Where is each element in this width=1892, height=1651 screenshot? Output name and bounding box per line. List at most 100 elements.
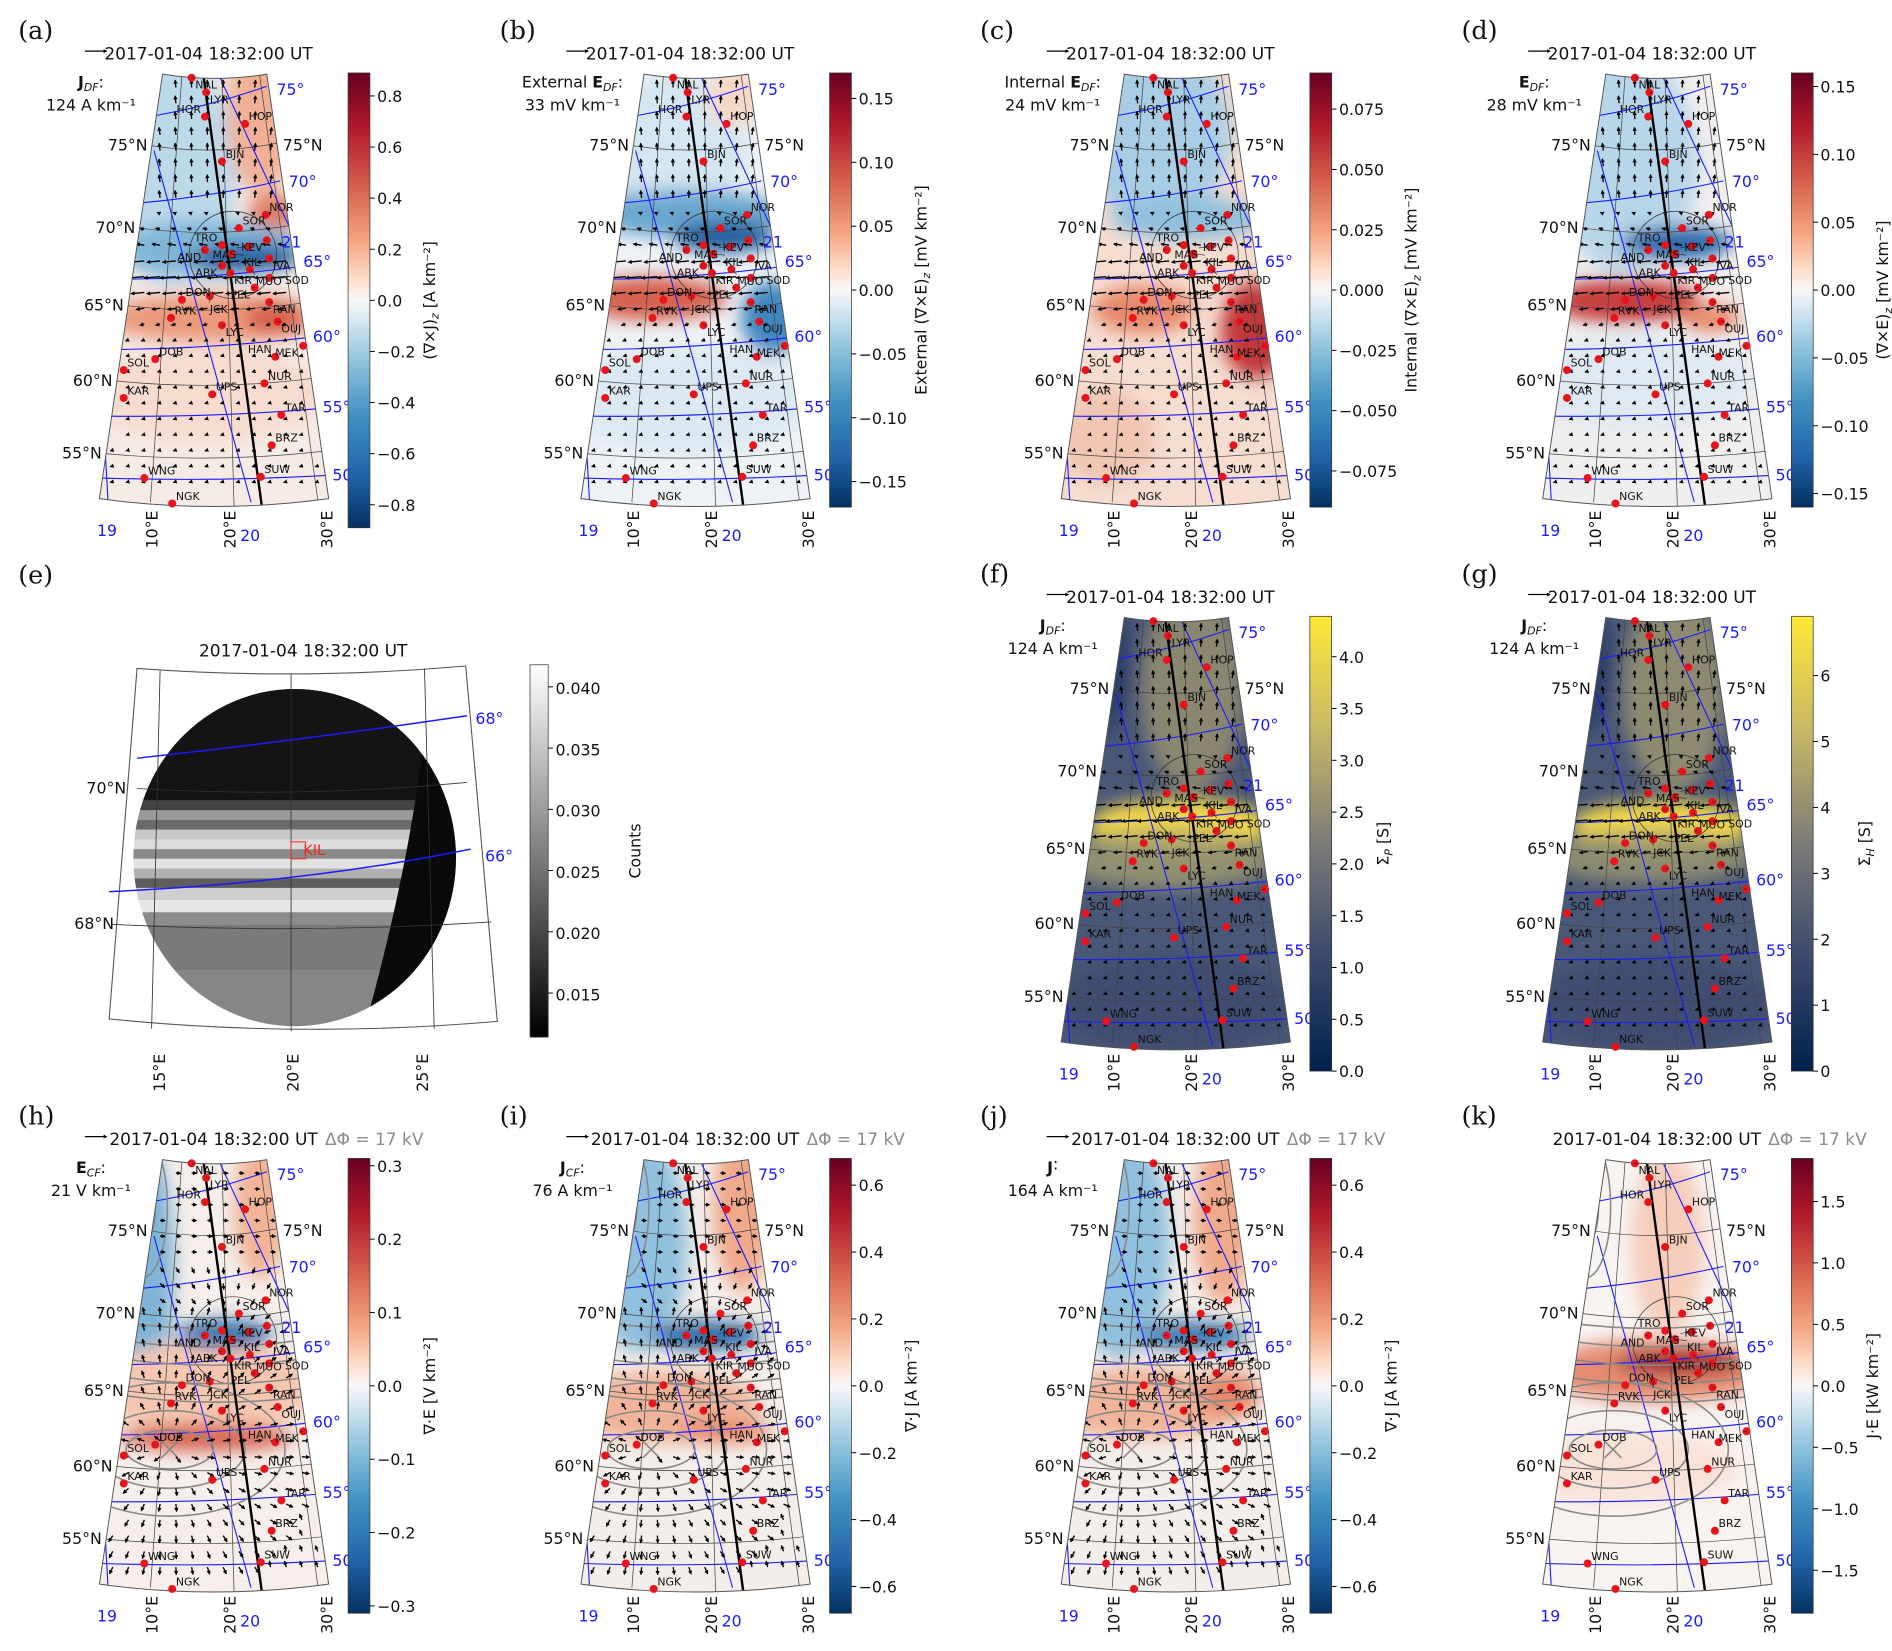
colorbar-tick-label: 0.2 [1339,1310,1364,1329]
station-label: PEL [1674,1374,1694,1387]
vector-arrow [221,1283,226,1291]
vector-arrow [1168,275,1185,280]
vector-arrow [1198,158,1204,167]
vector-arrow [1552,1006,1558,1012]
station-label: RAN [1716,1389,1739,1402]
longitude-label: 20°E [702,510,721,548]
vector-arrow [1742,353,1747,358]
vector-arrow [1197,943,1203,948]
vector-arrow [1615,943,1621,948]
vector-arrow [172,447,178,452]
vector-arrow [1615,479,1621,484]
field-region [1061,388,1156,486]
vector-arrow [237,158,242,167]
station-label: UPS [216,1466,238,1479]
vector-arrow [173,158,178,167]
vector-arrow [174,1503,179,1513]
vector-arrow [1087,1006,1092,1012]
vector-arrow [685,211,691,216]
station-label: BRZ [757,1517,780,1530]
station-label: HOP [1692,1196,1716,1209]
station-marker [217,241,226,250]
longitude-label: 10°E [1104,1596,1123,1634]
latitude-label: 65°N [84,1381,124,1400]
vector-arrow [251,211,256,216]
colorbar-tick-label: 3.5 [1339,700,1364,719]
station-label: NAL [1157,1164,1180,1177]
colorbar-tick-label: −0.10 [1820,417,1868,436]
vector-arrow [219,432,225,437]
vector-arrow [170,322,177,327]
station-marker [699,157,708,166]
vector-arrow [282,463,288,468]
vector-arrow [1696,173,1701,183]
vector-arrow [202,227,208,232]
vector-arrow [1742,959,1747,964]
colorbar-label: (∇×J)z [A km⁻²] [420,241,442,360]
station-label: LYC [1669,869,1688,882]
vector-arrow [1207,306,1217,312]
vector-arrow [109,479,115,484]
vector-arrow [235,447,241,452]
station-label: BJN [707,1233,726,1246]
vector-arrow [638,173,644,183]
vector-arrow [1118,369,1124,374]
vector-arrow [298,416,304,421]
vector-arrow [1568,400,1574,405]
longitude-label: 30°E [799,510,818,548]
station-label: TAR [1727,945,1749,958]
vector-arrow [188,384,194,389]
vector-arrow [1678,432,1684,437]
station-label: KAR [1571,384,1593,397]
vector-arrow [748,447,754,452]
vector-arrow [1631,975,1637,980]
vector-key-symbol: E [1070,72,1081,91]
station-marker [741,379,750,388]
vector-arrow [125,416,131,421]
vector-key-label: JDF: [77,72,104,94]
vector-key-magnitude: 24 mV km⁻¹ [1005,96,1100,115]
station-label: TRO [1155,1317,1179,1330]
longitude-label: 10°E [624,1596,643,1634]
vector-arrow [1197,432,1203,437]
station-label: DOB [1602,889,1626,902]
vector-arrow [718,1267,723,1275]
vector-arrow [1228,447,1234,452]
map-area [99,74,329,507]
vector-arrow [669,432,675,437]
station-label: DON [667,286,692,299]
vector-arrow [624,275,642,280]
vector-arrow [1600,959,1605,964]
vector-arrow [1742,896,1747,901]
vector-arrow [1102,432,1108,437]
vector-arrow [1165,943,1171,948]
latitude-label: 65°N [566,1381,606,1400]
station-label: NUR [750,1455,774,1468]
mlt-label: 19 [1059,1065,1079,1084]
station-label: IVA [1716,803,1734,816]
station-marker [601,393,610,402]
vector-arrow [1694,416,1700,421]
colorbar [1790,1158,1814,1614]
vector-arrow [1678,447,1684,452]
mlt-label: 20 [240,1612,260,1631]
vector-arrow [1118,337,1123,342]
vector-arrow [157,1535,162,1544]
vector-arrow [1600,991,1605,996]
vector-arrow [1119,173,1124,183]
station-label: OUJ [1243,322,1263,335]
latitude-label-right: 75°N [1726,1221,1766,1240]
station-label: WNG [1110,1008,1137,1021]
station-label: DON [186,286,211,299]
vector-arrow [758,242,768,247]
vector-arrow [177,291,192,296]
vector-arrow [1631,912,1637,917]
vector-arrow [1663,416,1668,421]
vector-arrow [1631,432,1637,437]
mlt-label: 19 [1059,1607,1079,1626]
colorbar-label: Internal (∇×E)z [mV km⁻²] [1402,188,1424,393]
station-label: HOR [1138,103,1163,116]
vector-arrow [1087,479,1092,484]
vector-arrow [1742,447,1747,452]
vector-arrow [1197,447,1203,452]
